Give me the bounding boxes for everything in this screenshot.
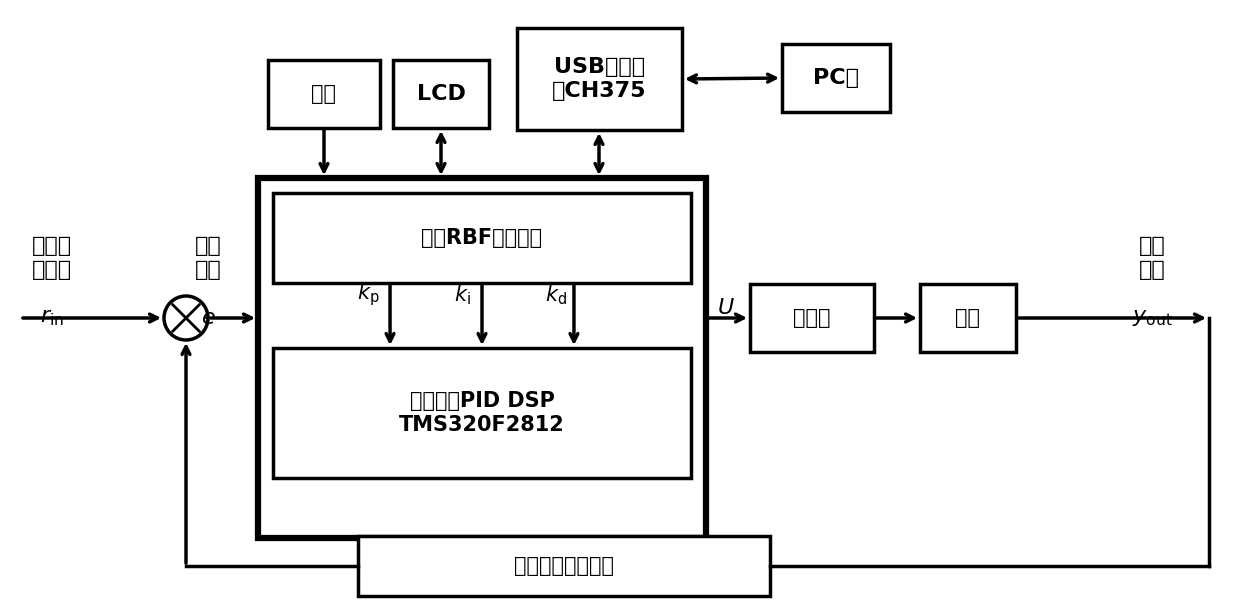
Text: 可控硅: 可控硅 — [793, 308, 831, 328]
Text: 给定温
湿度值: 给定温 湿度值 — [32, 236, 72, 279]
Bar — [750, 284, 873, 352]
Bar — [273, 193, 691, 283]
Text: 模糊RBF神经网络: 模糊RBF神经网络 — [421, 228, 543, 248]
Text: 实时
温度: 实时 温度 — [1139, 236, 1166, 279]
Text: USB接口芯
片CH375: USB接口芯 片CH375 — [553, 57, 647, 101]
Text: 参数整定PID DSP
TMS320F2812: 参数整定PID DSP TMS320F2812 — [399, 391, 565, 435]
Bar — [517, 28, 681, 130]
Text: $k_{\rm d}$: $k_{\rm d}$ — [545, 283, 567, 307]
Text: 键盘: 键盘 — [311, 84, 337, 104]
Text: $k_{\rm p}$: $k_{\rm p}$ — [357, 282, 379, 308]
Text: LCD: LCD — [416, 84, 466, 104]
Bar — [258, 178, 706, 538]
Text: 风扇: 风扇 — [955, 308, 980, 328]
Bar — [393, 60, 489, 128]
Text: $y_{\rm out}$: $y_{\rm out}$ — [1131, 308, 1172, 328]
Text: $U$: $U$ — [717, 298, 735, 318]
Bar — [782, 44, 890, 112]
Bar — [273, 348, 691, 478]
Text: PC机: PC机 — [813, 68, 859, 88]
Bar — [268, 60, 380, 128]
Text: 温湿
度值: 温湿 度值 — [195, 236, 222, 279]
Text: $r_{\rm in}$: $r_{\rm in}$ — [40, 308, 64, 328]
Bar — [921, 284, 1016, 352]
Bar — [358, 536, 769, 596]
Text: $e$: $e$ — [201, 308, 216, 328]
Text: 温湿度测量传感器: 温湿度测量传感器 — [514, 556, 615, 576]
Text: $k_{\rm i}$: $k_{\rm i}$ — [453, 283, 471, 307]
